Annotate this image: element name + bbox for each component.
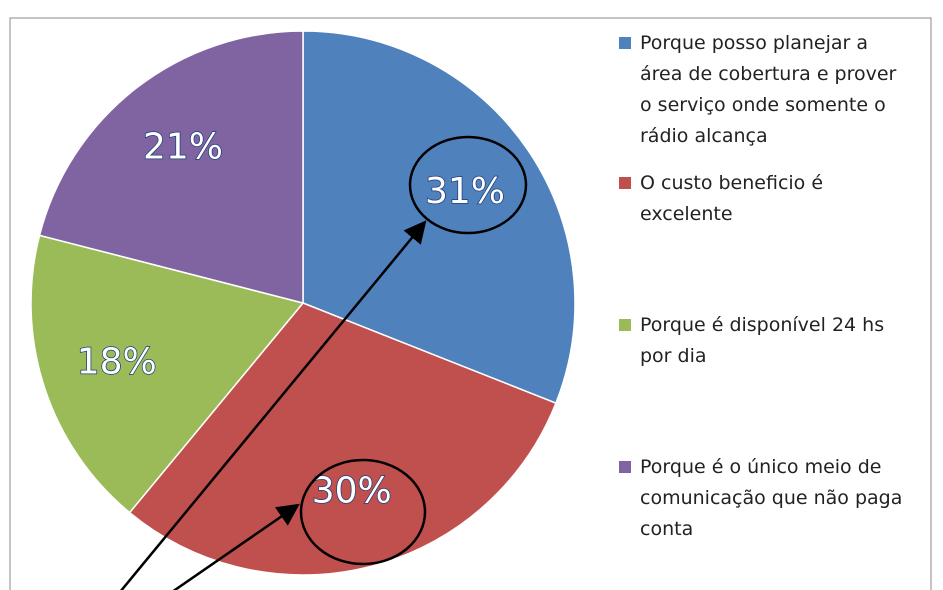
value-label: 31% xyxy=(425,171,505,212)
value-label: 21% xyxy=(143,126,223,167)
pie-slice xyxy=(302,30,576,405)
legend: Porque posso planejar a área de cobertura… xyxy=(619,32,902,540)
legend-label: Porque é disponível 24 hs por dia xyxy=(640,314,884,367)
pie-slice xyxy=(128,302,557,576)
highlight-circle xyxy=(408,135,528,235)
arrow xyxy=(172,503,300,590)
legend-swatch xyxy=(619,177,631,189)
legend-swatch xyxy=(619,37,631,49)
legend-swatch xyxy=(619,461,631,473)
legend-label: Porque é o único meio de comunicação que … xyxy=(640,456,902,540)
arrow xyxy=(120,220,427,590)
value-labels: 31% 30% 18% 21% xyxy=(76,126,506,513)
legend-label: O custo beneficio é excelente xyxy=(640,172,823,225)
pie-slice xyxy=(30,234,305,514)
value-label: 18% xyxy=(77,342,157,383)
pie-slice xyxy=(38,30,304,304)
pie xyxy=(30,30,576,576)
highlight-circle xyxy=(299,458,427,566)
value-label: 30% xyxy=(312,471,392,512)
legend-label: Porque posso planejar a área de cobertura… xyxy=(640,32,897,147)
legend-swatch xyxy=(619,319,631,331)
